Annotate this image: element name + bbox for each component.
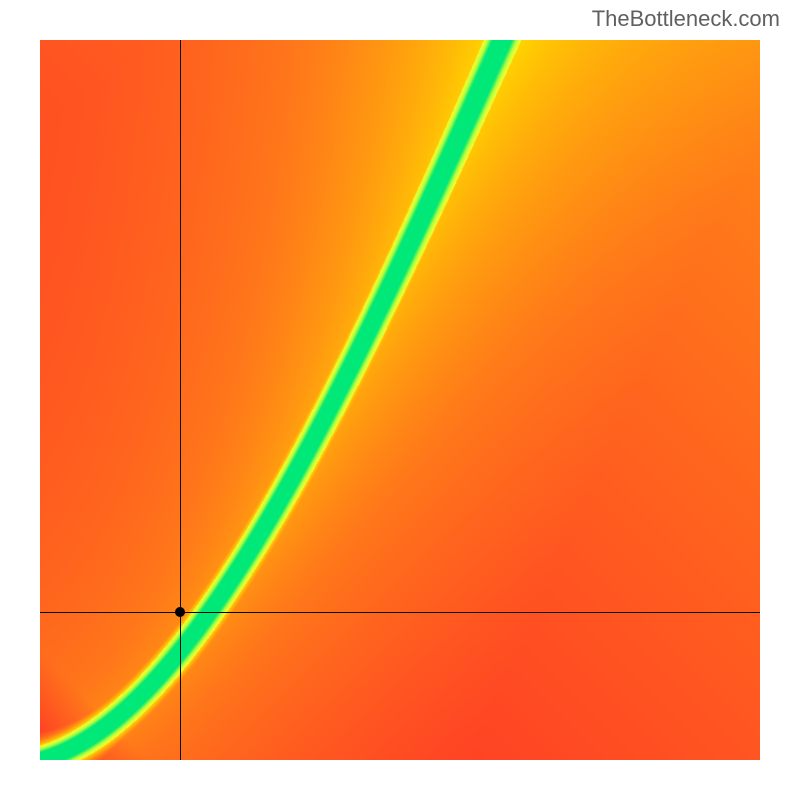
crosshair-horizontal [40,612,760,613]
heatmap-canvas [40,40,760,760]
crosshair-vertical [180,40,181,760]
watermark-text: TheBottleneck.com [592,6,780,32]
chart-container: TheBottleneck.com [0,0,800,800]
crosshair-marker [175,607,185,617]
plot-frame [40,40,760,760]
